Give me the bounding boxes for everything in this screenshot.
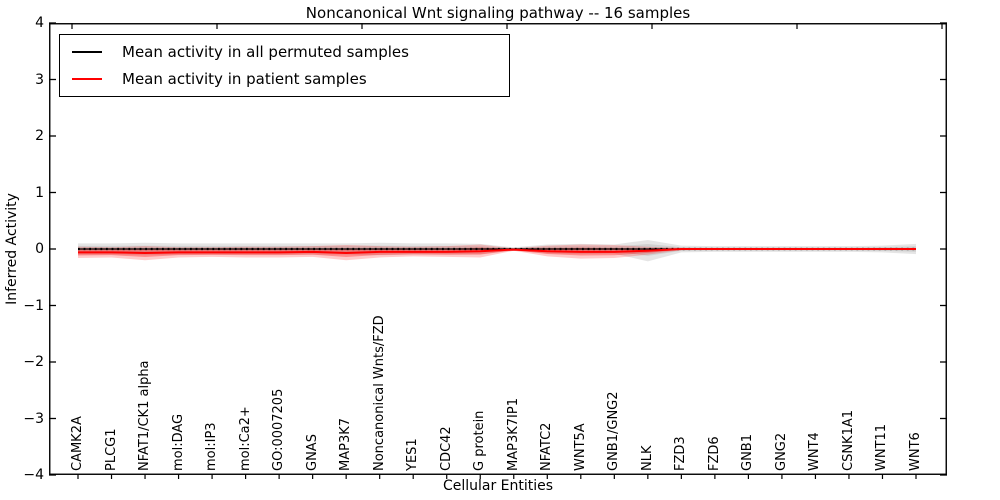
x-tick-label: WNT5A [572,423,588,471]
y-tick-label: 4 [35,15,44,31]
x-tick-label: NFAT1/CK1 alpha [137,360,153,471]
plot-area [49,22,947,479]
chart-title: Noncanonical Wnt signaling pathway -- 16… [305,4,691,22]
x-tick-label: CDC42 [438,426,454,471]
x-tick-label: GNG2 [773,432,789,471]
legend-line-sample-black [72,51,102,54]
x-tick-label: CAMK2A [70,416,85,471]
x-tick-label: WNT4 [807,432,823,471]
legend-label: Mean activity in patient samples [122,69,367,88]
legend-item-patient: Mean activity in patient samples [60,66,509,92]
x-tick-label: NFATC2 [539,422,555,471]
legend-box: Mean activity in all permuted samples Me… [59,34,510,97]
x-tick-label: MAP3K7IP1 [505,398,521,471]
y-tick-label: −2 [23,354,44,370]
x-axis-label: Cellular Entities [442,478,554,494]
x-tick-label: PLCG1 [103,428,119,471]
legend-line-sample-red [72,77,102,80]
patient-mean-line [78,248,916,254]
legend-item-permuted: Mean activity in all permuted samples [60,39,509,65]
x-tick-label: FZD6 [706,436,722,471]
x-tick-label: YES1 [405,438,421,471]
x-tick-label: mol:IP3 [204,422,220,471]
y-tick-label: 0 [35,241,44,257]
x-tick-label: GO:0007205 [271,388,287,471]
legend-label: Mean activity in all permuted samples [122,43,409,62]
x-tick-label: GNB1 [740,434,756,471]
y-tick-label: 2 [35,128,44,144]
patient-band-inner [78,247,916,257]
x-tick-label: GNAS [304,434,320,471]
x-tick-label: MAP3K7 [338,417,354,471]
x-tick-label: WNT11 [874,423,890,471]
x-tick-label: mol:Ca2+ [237,406,253,471]
x-tick-label: CSNK1A1 [840,409,856,471]
x-tick-label: GNB1/GNG2 [606,391,622,471]
x-tick-label: FZD3 [673,436,689,471]
y-tick-label: −4 [23,467,44,483]
y-tick-label: 3 [35,71,44,88]
x-tick-label: G protein [472,410,488,471]
y-tick-label: −3 [23,410,44,427]
y-tick-label: 1 [35,184,44,201]
x-tick-label: Noncanonical Wnts/FZD [371,315,387,471]
y-tick-label: −1 [23,297,44,314]
x-tick-label: WNT6 [908,432,923,471]
x-tick-label: mol:DAG [170,413,186,471]
x-tick-label: NLK [639,445,655,472]
